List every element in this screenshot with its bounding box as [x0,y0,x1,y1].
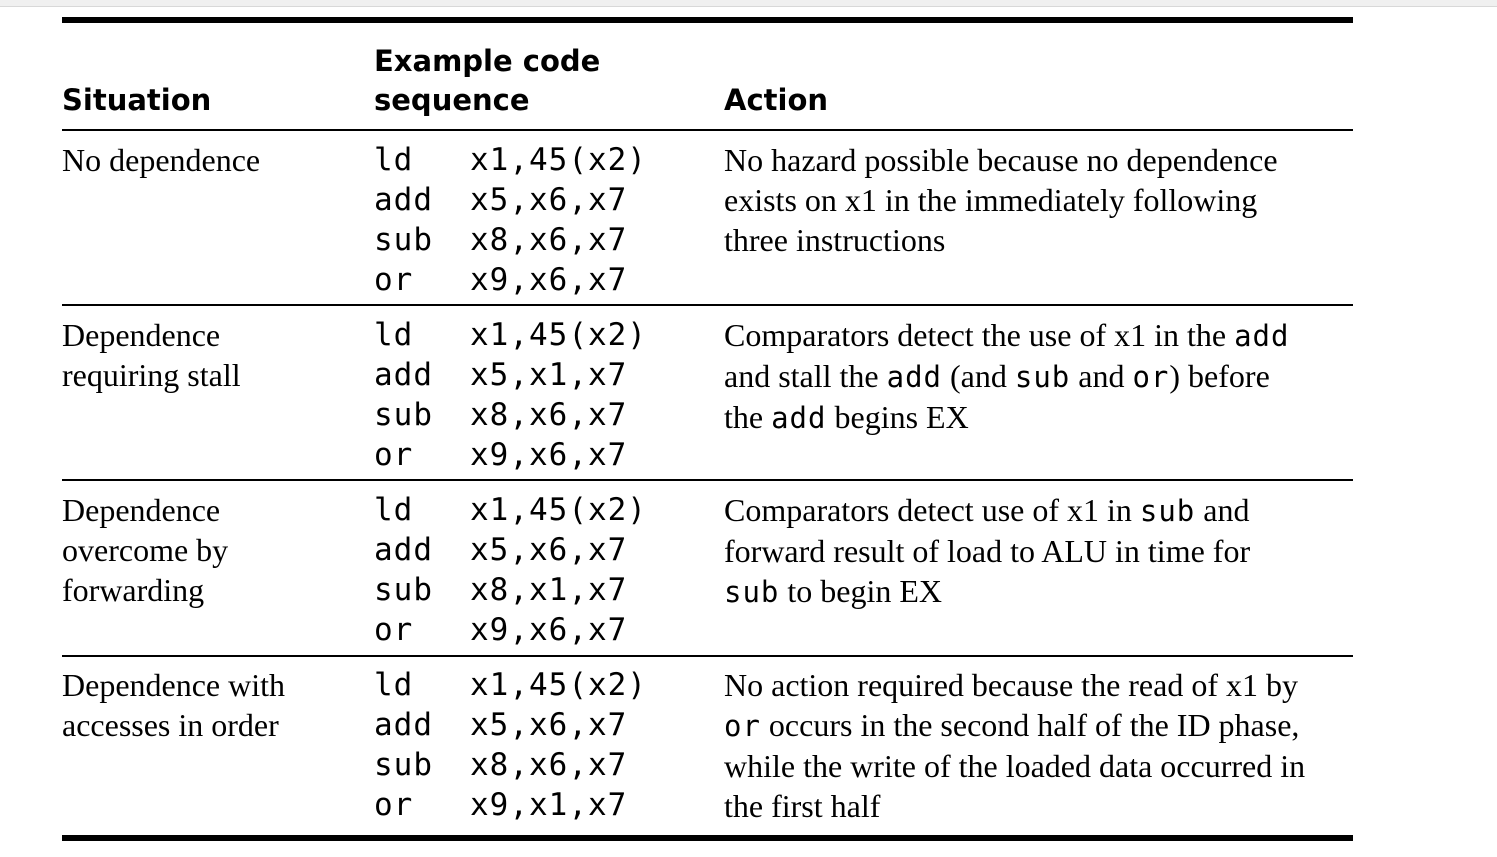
action-line: or occurs in the second half of the ID p… [724,707,1300,743]
code-opcode: or [374,787,414,823]
code-line: sub x8,x6,x7 [374,745,647,785]
code-line: ld x1,45(x2) [374,665,647,705]
code-operands: x1,45(x2) [470,667,647,703]
situation-cell: Dependence requiring stall [62,317,241,393]
code-opcode: ld [374,667,414,703]
code-opcode: sub [374,572,433,608]
code-operands: x1,45(x2) [470,142,647,178]
code-line: add x5,x6,x7 [374,180,647,220]
header-code-line2: sequence [374,83,530,117]
action-line: the first half [724,788,881,824]
code-cell: ld x1,45(x2) add x5,x6,x7 sub x8,x6,x7 or x9,x1… [374,665,647,825]
browser-top-strip [0,0,1497,7]
action-line: the add begins EX [724,399,969,435]
code-operands: x5,x6,x7 [470,532,628,568]
action-cell: Comparators detect use of x1 in sub and f… [724,490,1250,612]
code-opcode: or [374,612,414,648]
action-line: while the write of the loaded data occur… [724,748,1306,784]
code-operands: x5,x6,x7 [470,707,628,743]
code-opcode: add [374,182,433,218]
table-top-rule [62,17,1353,23]
code-opcode: ld [374,317,414,353]
code-line: sub x8,x6,x7 [374,220,647,260]
code-operands: x9,x6,x7 [470,262,628,298]
code-cell: ld x1,45(x2) add x5,x6,x7 sub x8,x6,x7 or x9,x6… [374,140,647,300]
action-line: three instructions [724,222,946,258]
header-code-line1: Example code [374,44,601,78]
code-line: ld x1,45(x2) [374,490,647,530]
code-opcode: sub [374,747,433,783]
action-line: forward result of load to ALU in time fo… [724,533,1251,569]
code-line: or x9,x6,x7 [374,610,647,650]
action-line: Comparators detect use of x1 in sub and [724,492,1250,528]
code-operands: x8,x6,x7 [470,222,628,258]
action-cell: No action required because the read of x… [724,665,1305,826]
code-line: sub x8,x6,x7 [374,395,647,435]
table-bottom-rule [62,835,1353,841]
code-opcode: add [374,357,433,393]
code-operands: x1,45(x2) [470,317,647,353]
action-line: and stall the add (and sub and or) befor… [724,358,1270,394]
code-operands: x1,45(x2) [470,492,647,528]
row-divider [62,655,1353,657]
code-opcode: ld [374,492,414,528]
header-rule [62,129,1353,131]
code-operands: x9,x1,x7 [470,787,628,823]
row-divider [62,304,1353,306]
action-line: No hazard possible because no dependence [724,142,1278,178]
code-opcode: sub [374,397,433,433]
action-line: Comparators detect the use of x1 in the … [724,317,1290,353]
code-line: ld x1,45(x2) [374,315,647,355]
code-line: add x5,x1,x7 [374,355,647,395]
code-line: or x9,x6,x7 [374,435,647,475]
action-line: No action required because the read of x… [724,667,1298,703]
code-opcode: sub [374,222,433,258]
code-cell: ld x1,45(x2) add x5,x1,x7 sub x8,x6,x7 or x9,x6… [374,315,647,475]
code-opcode: ld [374,142,414,178]
code-operands: x8,x6,x7 [470,747,628,783]
code-line: sub x8,x1,x7 [374,570,647,610]
code-operands: x5,x1,x7 [470,357,628,393]
code-opcode: or [374,437,414,473]
code-operands: x8,x1,x7 [470,572,628,608]
code-opcode: add [374,532,433,568]
situation-cell: Dependence overcome by forwarding [62,492,229,608]
header-situation: Situation [62,83,212,117]
code-operands: x9,x6,x7 [470,612,628,648]
code-opcode: or [374,262,414,298]
row-divider [62,479,1353,481]
code-line: ld x1,45(x2) [374,140,647,180]
code-line: or x9,x6,x7 [374,260,647,300]
code-operands: x5,x6,x7 [470,182,628,218]
situation-cell: No dependence [62,142,261,178]
code-operands: x8,x6,x7 [470,397,628,433]
action-cell: No hazard possible because no dependence… [724,140,1278,260]
code-opcode: add [374,707,433,743]
situation-cell: Dependence with accesses in order [62,667,286,743]
code-cell: ld x1,45(x2) add x5,x6,x7 sub x8,x1,x7 or x9,x6… [374,490,647,650]
code-line: add x5,x6,x7 [374,705,647,745]
code-operands: x9,x6,x7 [470,437,628,473]
action-line: exists on x1 in the immediately followin… [724,182,1258,218]
header-action: Action [724,83,829,117]
code-line: add x5,x6,x7 [374,530,647,570]
code-line: or x9,x1,x7 [374,785,647,825]
action-line: sub to begin EX [724,573,943,609]
action-cell: Comparators detect the use of x1 in the … [724,315,1289,438]
